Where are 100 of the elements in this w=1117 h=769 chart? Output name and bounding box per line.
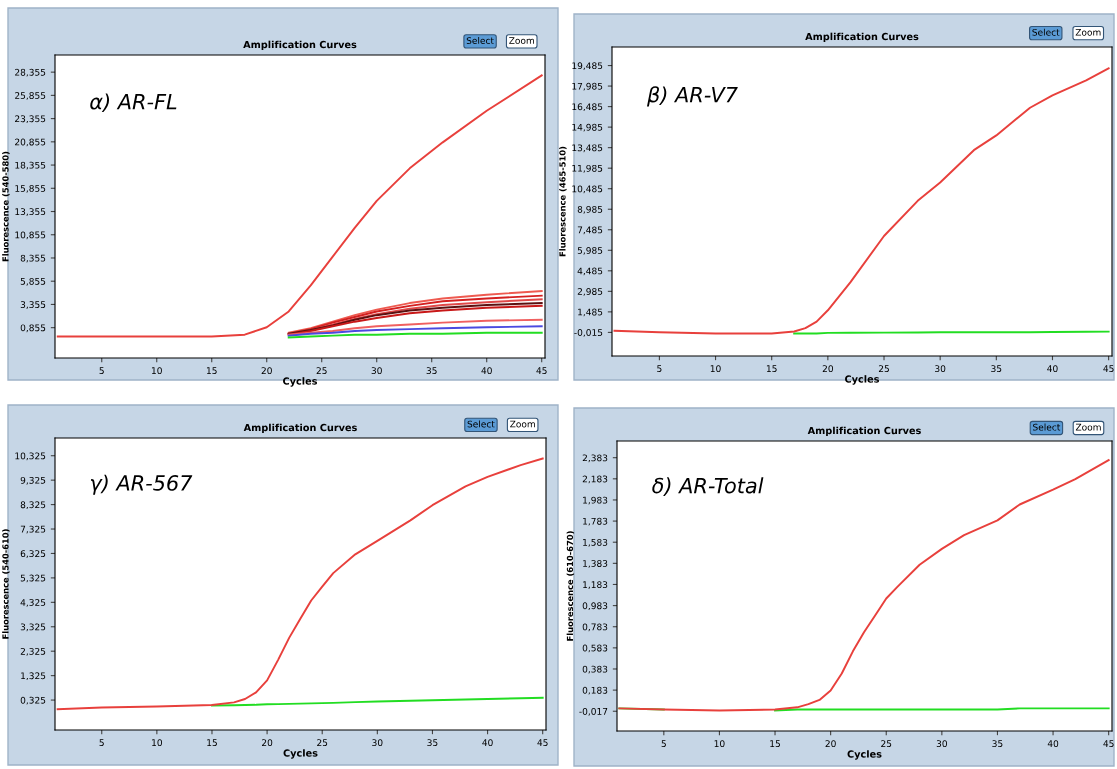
annotation: γ) AR-567 bbox=[90, 474, 193, 495]
y-tick-label: 17,985 bbox=[572, 82, 603, 91]
x-tick-label: 45 bbox=[536, 367, 547, 375]
y-tick-label: 1,583 bbox=[583, 538, 608, 547]
x-tick-label: 35 bbox=[427, 739, 438, 747]
y-tick-label: 11,985 bbox=[572, 164, 603, 173]
y-tick-label: 7,325 bbox=[20, 525, 46, 534]
y-tick-label: 14,985 bbox=[572, 123, 603, 132]
y-tick-label: 0,183 bbox=[582, 686, 608, 695]
x-axis-title: Cycles bbox=[845, 375, 880, 385]
y-tick-label: 1,983 bbox=[583, 496, 608, 505]
y-tick-label: 19,485 bbox=[572, 62, 603, 71]
y-tick-label: 0,583 bbox=[582, 644, 608, 653]
y-tick-label: 1,183 bbox=[583, 581, 608, 589]
y-tick-label: 1,383 bbox=[583, 560, 608, 568]
x-tick-label: 30 bbox=[372, 739, 383, 747]
y-tick-label: -0,017 bbox=[579, 707, 608, 716]
y-tick-label: 5,855 bbox=[20, 277, 46, 286]
y-tick-label: 2,183 bbox=[582, 475, 608, 484]
x-tick-label: 25 bbox=[317, 739, 328, 747]
y-tick-label: 20,855 bbox=[15, 138, 46, 147]
y-tick-label: 9,325 bbox=[20, 476, 46, 485]
y-tick-label: 7,485 bbox=[577, 226, 603, 235]
y-tick-label: 28,355 bbox=[15, 68, 46, 77]
y-tick-label: 13,355 bbox=[15, 208, 46, 216]
x-tick-label: 30 bbox=[371, 367, 382, 375]
x-tick-label: 20 bbox=[825, 740, 836, 748]
text: Select bbox=[1033, 423, 1061, 431]
x-tick-label: 30 bbox=[935, 365, 946, 373]
y-tick-label: 1,485 bbox=[578, 308, 603, 317]
x-tick-label: 15 bbox=[770, 740, 780, 748]
y-tick-label: 16,485 bbox=[572, 103, 603, 112]
x-axis-title: Cycles bbox=[847, 750, 882, 760]
chart-title: Amplification Curves bbox=[807, 426, 921, 437]
y-tick-label: 5,985 bbox=[577, 247, 603, 255]
y-tick-label: 3,355 bbox=[20, 301, 46, 309]
annotation: β) AR-V7 bbox=[646, 86, 738, 107]
x-tick-label: 5 bbox=[661, 740, 666, 748]
y-tick-label: 0,783 bbox=[582, 623, 608, 632]
text: Select bbox=[466, 37, 494, 44]
y-tick-label: 0,325 bbox=[20, 696, 46, 705]
text: Select bbox=[1032, 28, 1060, 36]
x-axis-title: Cycles bbox=[283, 377, 318, 387]
x-tick-label: 40 bbox=[482, 739, 493, 747]
y-tick-label: 23,355 bbox=[15, 115, 46, 124]
x-tick-label: 20 bbox=[822, 365, 833, 373]
y-axis-title: Fluorescence (540-580) bbox=[2, 151, 10, 262]
x-tick-label: 10 bbox=[714, 740, 725, 748]
x-tick-label: 5 bbox=[99, 739, 104, 747]
x-tick-label: 40 bbox=[1047, 365, 1058, 373]
y-tick-label: 10,325 bbox=[15, 452, 46, 461]
x-tick-label: 35 bbox=[992, 740, 1003, 748]
text: Zoom bbox=[1075, 423, 1101, 431]
x-tick-label: 35 bbox=[426, 367, 437, 375]
chart-title: Amplification Curves bbox=[805, 32, 919, 43]
x-tick-label: 5 bbox=[657, 365, 662, 373]
y-tick-label: 8,985 bbox=[577, 205, 603, 214]
y-tick-label: 3,325 bbox=[20, 623, 46, 632]
y-tick-label: -0,015 bbox=[574, 329, 603, 337]
x-tick-label: 45 bbox=[537, 739, 548, 747]
annotation: δ) AR-Total bbox=[652, 477, 764, 496]
y-tick-label: 1,783 bbox=[583, 517, 608, 526]
text: Zoom bbox=[510, 420, 535, 428]
y-tick-label: 4,325 bbox=[20, 599, 46, 607]
y-tick-label: 1,325 bbox=[21, 672, 46, 681]
y-axis-title: Fluorescence (465-510) bbox=[559, 146, 567, 257]
y-tick-label: 15,855 bbox=[15, 185, 46, 193]
x-tick-label: 20 bbox=[261, 367, 272, 375]
y-tick-label: 18,355 bbox=[15, 161, 46, 170]
x-tick-label: 45 bbox=[1103, 365, 1114, 373]
x-tick-label: 10 bbox=[151, 367, 162, 375]
y-tick-label: 0,983 bbox=[582, 602, 608, 611]
x-tick-label: 10 bbox=[152, 739, 162, 747]
x-tick-label: 10 bbox=[710, 365, 721, 373]
y-tick-label: 25,855 bbox=[15, 92, 46, 100]
chart-title: Amplification Curves bbox=[243, 423, 357, 434]
x-tick-label: 25 bbox=[878, 365, 889, 373]
x-tick-label: 25 bbox=[881, 740, 892, 748]
x-tick-label: 15 bbox=[206, 367, 217, 375]
y-tick-label: 0,855 bbox=[20, 324, 46, 333]
y-tick-label: 8,325 bbox=[20, 501, 46, 510]
y-tick-label: 5,325 bbox=[20, 574, 46, 583]
y-tick-label: 0,383 bbox=[582, 665, 608, 674]
y-tick-label: 10,485 bbox=[572, 185, 603, 194]
chart-title: Amplification Curves bbox=[243, 40, 357, 51]
y-axis-title: Fluorescence (610-670) bbox=[566, 531, 575, 641]
y-tick-label: 2,383 bbox=[582, 454, 608, 463]
y-tick-label: 2,325 bbox=[20, 647, 46, 656]
x-axis-title: Cycles bbox=[283, 749, 318, 759]
y-tick-label: 2,985 bbox=[577, 288, 603, 296]
y-axis-title: Fluorescence (540-610) bbox=[2, 529, 10, 639]
x-tick-label: 45 bbox=[1103, 740, 1114, 748]
y-tick-label: 4,485 bbox=[577, 267, 603, 276]
annotation: α) AR-FL bbox=[90, 93, 177, 112]
x-tick-label: 20 bbox=[262, 739, 273, 747]
x-tick-label: 40 bbox=[1047, 740, 1059, 748]
x-tick-label: 5 bbox=[99, 367, 104, 375]
text: Zoom bbox=[1075, 29, 1101, 36]
x-tick-label: 35 bbox=[991, 365, 1002, 373]
x-tick-label: 15 bbox=[207, 739, 217, 747]
